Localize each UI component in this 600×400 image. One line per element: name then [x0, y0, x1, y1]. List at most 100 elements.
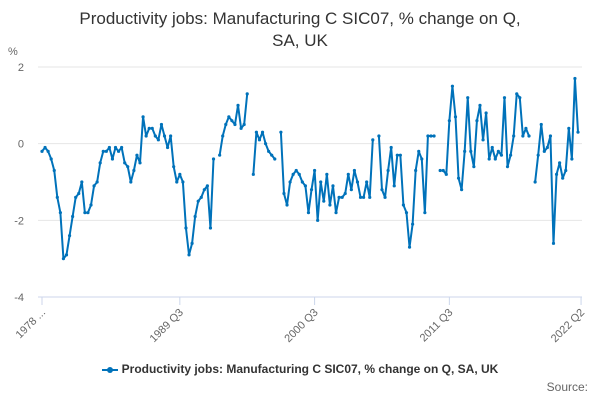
- data-point[interactable]: [368, 195, 372, 199]
- data-point[interactable]: [417, 149, 421, 153]
- data-point[interactable]: [104, 149, 108, 153]
- data-point[interactable]: [288, 180, 292, 184]
- data-point[interactable]: [270, 153, 274, 157]
- data-point[interactable]: [481, 138, 485, 142]
- data-point[interactable]: [205, 184, 209, 188]
- data-point[interactable]: [83, 211, 87, 215]
- data-point[interactable]: [40, 149, 44, 153]
- data-point[interactable]: [453, 115, 458, 119]
- data-point[interactable]: [282, 191, 286, 196]
- legend[interactable]: Productivity jobs: Manufacturing C SIC07…: [0, 362, 600, 376]
- data-point[interactable]: [447, 119, 451, 123]
- data-point[interactable]: [196, 199, 200, 203]
- data-point[interactable]: [52, 168, 56, 173]
- data-point[interactable]: [141, 115, 145, 119]
- data-point[interactable]: [95, 180, 99, 184]
- data-point[interactable]: [156, 138, 160, 142]
- data-point[interactable]: [377, 134, 381, 138]
- data-point[interactable]: [74, 195, 78, 199]
- data-point[interactable]: [165, 145, 170, 150]
- data-point[interactable]: [355, 180, 360, 184]
- data-point[interactable]: [441, 168, 445, 173]
- data-point[interactable]: [429, 134, 433, 138]
- data-point[interactable]: [423, 211, 427, 215]
- data-point[interactable]: [401, 203, 406, 207]
- data-point[interactable]: [539, 122, 543, 127]
- data-point[interactable]: [505, 165, 510, 169]
- data-point[interactable]: [496, 149, 500, 153]
- data-point[interactable]: [521, 134, 525, 138]
- data-point[interactable]: [306, 211, 311, 215]
- data-point[interactable]: [110, 157, 115, 161]
- data-point[interactable]: [227, 115, 231, 119]
- data-point[interactable]: [432, 134, 436, 138]
- data-point[interactable]: [300, 180, 304, 184]
- data-point[interactable]: [475, 119, 479, 123]
- data-point[interactable]: [159, 122, 164, 127]
- data-point[interactable]: [570, 157, 574, 161]
- data-point[interactable]: [334, 211, 338, 215]
- data-point[interactable]: [478, 103, 482, 107]
- data-point[interactable]: [202, 188, 206, 192]
- data-point[interactable]: [132, 168, 136, 173]
- data-point[interactable]: [392, 184, 396, 188]
- data-point[interactable]: [129, 180, 133, 184]
- data-point[interactable]: [260, 130, 265, 134]
- data-point[interactable]: [61, 257, 66, 261]
- data-point[interactable]: [162, 134, 167, 138]
- data-point[interactable]: [116, 149, 121, 153]
- data-point[interactable]: [426, 134, 430, 138]
- data-point[interactable]: [502, 96, 507, 100]
- data-point[interactable]: [239, 126, 243, 130]
- data-point[interactable]: [150, 126, 154, 130]
- data-point[interactable]: [548, 134, 553, 138]
- data-point[interactable]: [98, 161, 102, 165]
- data-point[interactable]: [564, 168, 568, 173]
- data-point[interactable]: [414, 168, 418, 173]
- data-point[interactable]: [460, 188, 464, 192]
- data-point[interactable]: [380, 188, 384, 192]
- data-point[interactable]: [294, 168, 298, 173]
- data-point[interactable]: [346, 172, 350, 176]
- data-point[interactable]: [398, 153, 402, 157]
- data-point[interactable]: [211, 157, 216, 161]
- data-point[interactable]: [233, 122, 237, 127]
- data-point[interactable]: [242, 122, 246, 127]
- data-point[interactable]: [456, 176, 461, 180]
- data-point[interactable]: [337, 195, 341, 199]
- data-point[interactable]: [218, 153, 222, 157]
- data-point[interactable]: [169, 134, 173, 138]
- data-point[interactable]: [80, 180, 84, 184]
- data-point[interactable]: [107, 145, 111, 150]
- data-point[interactable]: [518, 96, 522, 100]
- data-point[interactable]: [371, 138, 375, 142]
- data-point[interactable]: [309, 188, 314, 192]
- data-point[interactable]: [147, 126, 151, 130]
- data-point[interactable]: [257, 138, 262, 142]
- data-point[interactable]: [515, 92, 519, 96]
- data-point[interactable]: [224, 122, 228, 127]
- data-point[interactable]: [153, 134, 157, 138]
- data-point[interactable]: [273, 157, 277, 161]
- data-point[interactable]: [43, 145, 47, 150]
- data-point[interactable]: [49, 157, 53, 161]
- data-point[interactable]: [395, 153, 399, 157]
- data-point[interactable]: [325, 172, 329, 176]
- data-point[interactable]: [64, 253, 69, 257]
- data-point[interactable]: [175, 180, 179, 184]
- data-point[interactable]: [493, 157, 497, 161]
- data-point[interactable]: [193, 214, 197, 219]
- data-point[interactable]: [312, 168, 317, 173]
- data-point[interactable]: [509, 153, 513, 157]
- data-point[interactable]: [92, 184, 96, 188]
- data-point[interactable]: [58, 211, 62, 215]
- data-point[interactable]: [126, 165, 130, 169]
- data-point[interactable]: [554, 172, 559, 176]
- data-point[interactable]: [558, 161, 562, 165]
- data-point[interactable]: [328, 203, 332, 207]
- data-point[interactable]: [499, 153, 504, 157]
- data-point[interactable]: [316, 218, 320, 222]
- data-point[interactable]: [221, 134, 225, 138]
- data-point[interactable]: [89, 203, 93, 207]
- data-point[interactable]: [46, 149, 50, 153]
